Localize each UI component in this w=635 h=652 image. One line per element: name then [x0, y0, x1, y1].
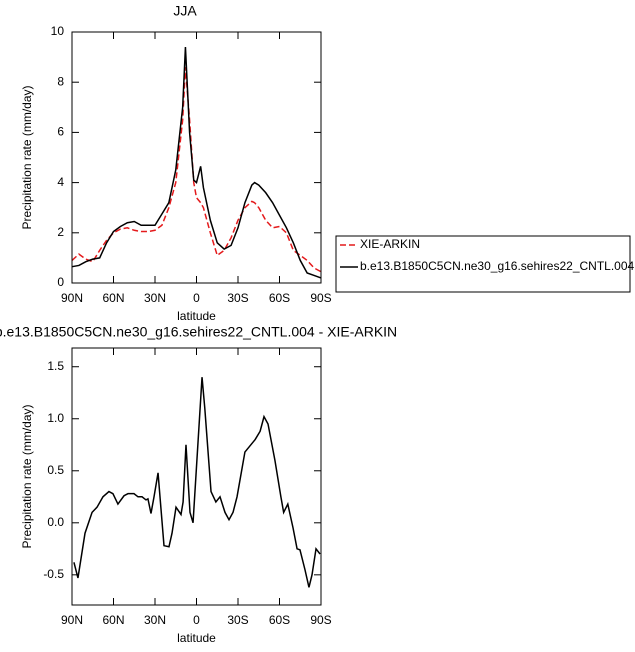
x-tick-label: 90N — [61, 613, 83, 627]
panel: b.e13.B1850C5CN.ne30_g16.sehires22_CNTL.… — [0, 324, 397, 645]
data-line — [71, 47, 322, 279]
legend-box — [335, 235, 631, 293]
y-tick-label: 0.5 — [47, 463, 64, 477]
panel: JJA latitude Precipitation rate (mm/day) 90… — [20, 3, 634, 323]
y-tick-label: 0 — [57, 275, 64, 289]
data-line — [71, 67, 322, 273]
chart-title: b.e13.B1850C5CN.ne30_g16.sehires22_CNTL.… — [0, 324, 397, 340]
x-tick-label: 60S — [269, 613, 290, 627]
y-tick-label: 1.0 — [47, 411, 64, 425]
x-tick-label: 90S — [310, 291, 331, 305]
x-tick-label: 60N — [102, 613, 124, 627]
y-tick-label: 1.5 — [47, 359, 64, 373]
x-tick-label: 30S — [227, 613, 248, 627]
y-tick-label: -0.5 — [43, 567, 64, 581]
data-line — [73, 377, 321, 588]
chart-title: JJA — [173, 3, 197, 19]
x-axis-label: latitude — [177, 631, 216, 645]
x-axis-label: latitude — [177, 309, 216, 323]
y-tick-label: 4 — [57, 175, 64, 189]
x-tick-label: 60N — [102, 291, 124, 305]
legend-label: b.e13.B1850C5CN.ne30_g16.sehires22_CNTL.… — [360, 259, 635, 273]
plot-frame — [71, 347, 322, 606]
y-axis-label: Precipitation rate (mm/day) — [20, 404, 34, 548]
y-tick-label: 0.0 — [47, 515, 64, 529]
x-tick-label: 60S — [269, 291, 290, 305]
x-tick-label: 90S — [310, 613, 331, 627]
x-tick-label: 0 — [193, 291, 200, 305]
y-tick-label: 10 — [51, 24, 65, 38]
y-tick-label: 6 — [57, 125, 64, 139]
legend-label: XIE-ARKIN — [360, 237, 420, 251]
plot-frame — [71, 31, 322, 284]
y-tick-label: 8 — [57, 74, 64, 88]
x-tick-label: 90N — [61, 291, 83, 305]
x-tick-label: 30S — [227, 291, 248, 305]
y-axis-label: Precipitation rate (mm/day) — [20, 85, 34, 229]
x-tick-label: 30N — [144, 613, 166, 627]
x-tick-label: 30N — [144, 291, 166, 305]
x-tick-label: 0 — [193, 613, 200, 627]
y-tick-label: 2 — [57, 225, 64, 239]
